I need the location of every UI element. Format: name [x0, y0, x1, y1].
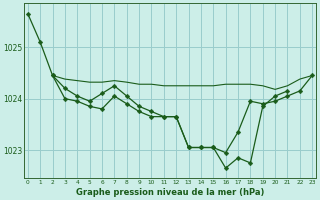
X-axis label: Graphe pression niveau de la mer (hPa): Graphe pression niveau de la mer (hPa) [76, 188, 264, 197]
